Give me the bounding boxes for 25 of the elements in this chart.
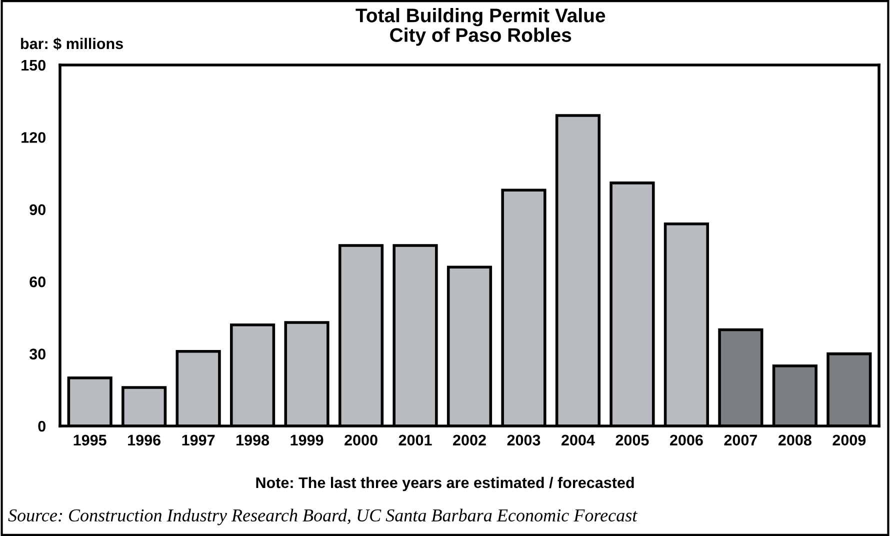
y-tick-label: 0 [38, 420, 46, 432]
y-tick-label: 90 [30, 204, 46, 216]
x-tick-label: 2004 [562, 434, 595, 446]
text: Note: The last three years are estimated / forecasted [256, 476, 634, 492]
x-tick-label: 2007 [724, 434, 758, 446]
chart-title: Total Building Permit Value City of Paso Robles [356, 8, 606, 46]
x-tick-label: 1999 [290, 434, 324, 446]
x-tick-label: 1997 [182, 434, 215, 446]
x-tick-label: 2008 [778, 434, 812, 446]
x-tick-label: 1998 [236, 434, 270, 446]
x-tick-label: 1995 [74, 434, 106, 446]
x-tick-label: 2000 [344, 434, 378, 446]
y-axis-title: bar: $ millions [21, 38, 123, 50]
x-tick-label: 2005 [616, 434, 649, 446]
y-tick-label: 120 [22, 132, 46, 143]
y-tick-label: 30 [29, 348, 46, 360]
x-tick-label: 2009 [832, 434, 866, 446]
x-tick-label: 2001 [398, 434, 432, 446]
x-tick-label: 2006 [670, 434, 703, 446]
y-tick-label: 60 [30, 276, 46, 288]
x-tick-label: 2003 [507, 434, 540, 446]
x-tick-label: 1996 [128, 434, 161, 446]
y-tick-label: 150 [22, 60, 46, 71]
x-tick-label: 2002 [453, 434, 486, 446]
source-note: Source: Construction Industry Research Board, UC Santa Barbara Economic Forecast [8, 508, 638, 526]
